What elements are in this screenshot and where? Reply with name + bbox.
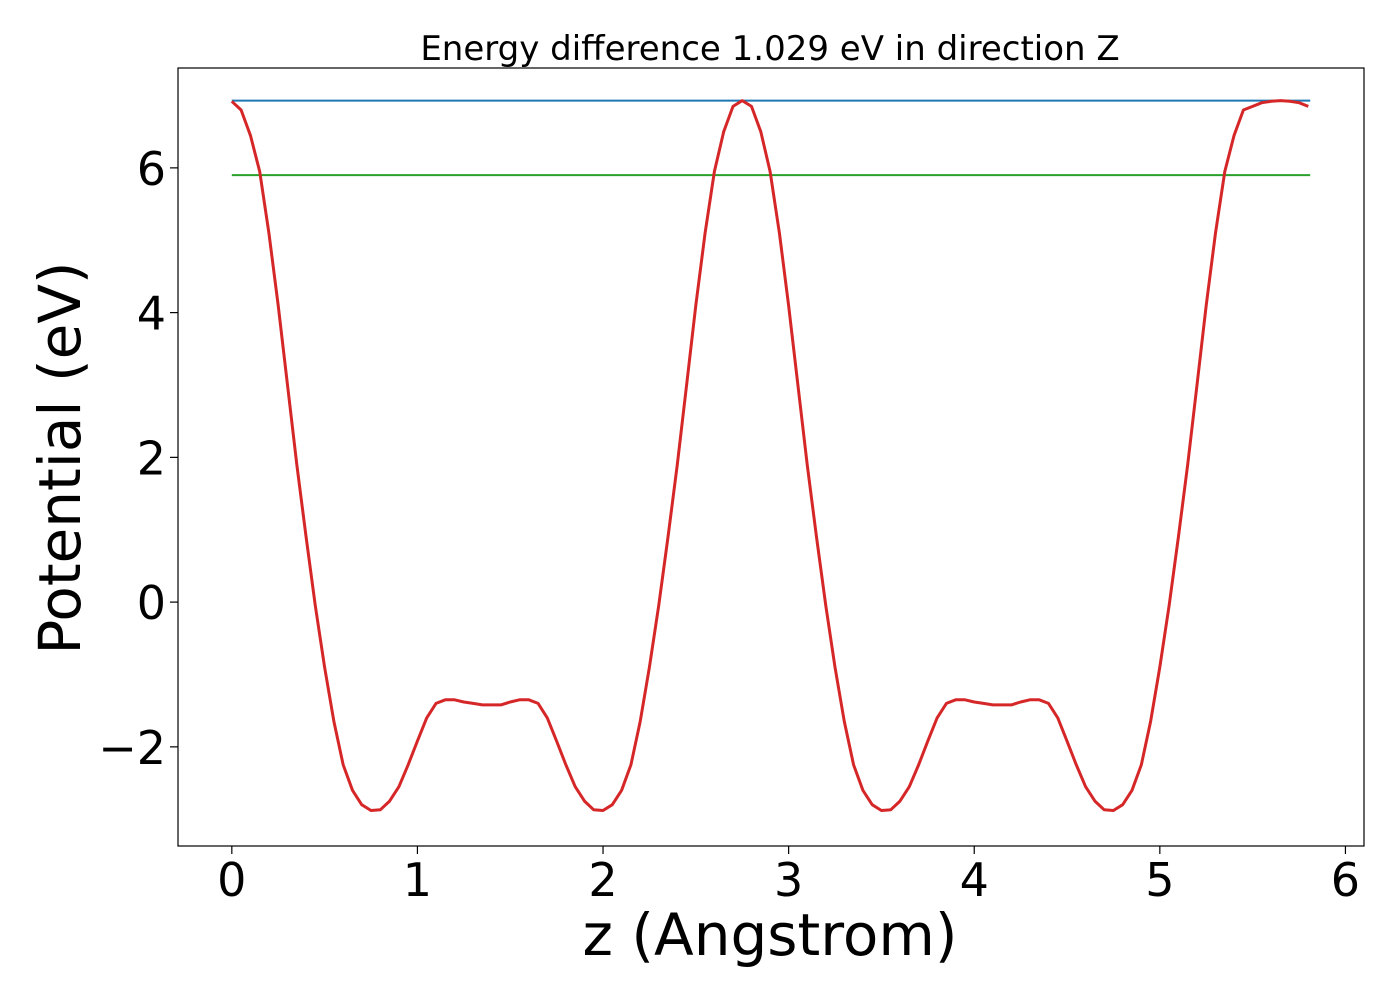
- x-tick-label: 2: [588, 853, 617, 907]
- x-tick-label: 6: [1331, 853, 1360, 907]
- x-axis-ticks: 0 1 2 3 4 5 6: [217, 846, 1360, 907]
- x-tick-label: 4: [960, 853, 989, 907]
- y-tick-label: 6: [137, 142, 166, 196]
- x-axis-label: z (Angstrom): [583, 901, 958, 969]
- x-tick-label: 3: [774, 853, 803, 907]
- chart-title: Energy difference 1.029 eV in direction …: [420, 29, 1119, 69]
- y-tick-label: −2: [98, 721, 166, 775]
- x-tick-label: 5: [1145, 853, 1174, 907]
- y-axis-label: Potential (eV): [26, 261, 94, 654]
- y-tick-label: 4: [137, 287, 166, 341]
- y-tick-label: 2: [137, 431, 166, 485]
- x-tick-label: 1: [403, 853, 432, 907]
- x-tick-label: 0: [217, 853, 246, 907]
- series-line-0: [230, 99, 1309, 812]
- y-tick-label: 0: [137, 576, 166, 630]
- plot-lines: [230, 99, 1311, 812]
- y-axis-ticks: −2 0 2 4 6: [98, 142, 178, 775]
